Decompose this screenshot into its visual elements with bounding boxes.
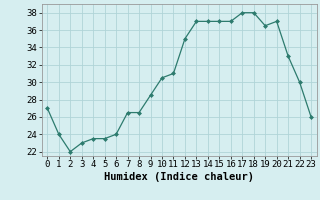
X-axis label: Humidex (Indice chaleur): Humidex (Indice chaleur)	[104, 172, 254, 182]
